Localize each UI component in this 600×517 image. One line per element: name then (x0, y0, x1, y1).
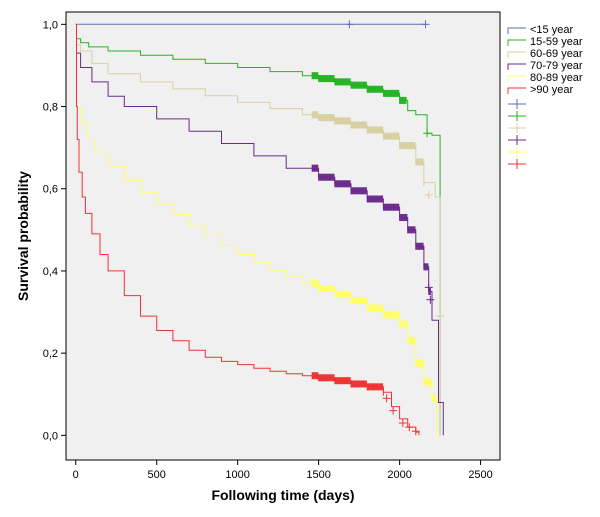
censor-mark (424, 190, 433, 199)
censor-mark (382, 394, 391, 403)
series-line-2 (75, 23, 441, 436)
axes: 0 500 1000 1500 2000 2500 0,0 0,2 0,4 0,6 0,8 1,0 (43, 19, 493, 481)
censor-mark (421, 20, 430, 29)
censor-mark (423, 129, 432, 138)
x-tick-label: 1500 (306, 469, 330, 481)
censor-mark (345, 20, 354, 29)
y-tick-label: 0,4 (43, 266, 58, 278)
censor-mark (398, 419, 407, 428)
x-tick-label: 2000 (387, 469, 411, 481)
x-tick-label: 2500 (468, 469, 492, 481)
legend-item-line: <15 year (507, 24, 573, 36)
plot-background (65, 11, 501, 461)
censor-mark (436, 312, 445, 321)
legend-item-line: 60-69 year (507, 48, 583, 60)
legend-item-censor (508, 159, 526, 169)
censor-marks (311, 20, 445, 436)
y-tick-label: 1,0 (43, 19, 58, 31)
legend-item-line: 15-59 year (507, 36, 583, 48)
legend-label: 15-59 year (530, 36, 583, 48)
y-tick-label: 0,0 (43, 430, 58, 442)
y-tick-label: 0,8 (43, 102, 58, 114)
legend-label: 60-69 year (530, 48, 583, 60)
legend-item-censor (508, 99, 526, 109)
legend-label: <15 year (530, 24, 573, 36)
y-axis-title: Survival probability (15, 171, 31, 301)
legend-label: >90 year (530, 84, 573, 96)
legend-item-censor (508, 123, 526, 133)
legend-item-line: >90 year (507, 84, 573, 96)
legend-item-line: 80-89 year (507, 72, 583, 84)
legend-label: 70-79 year (530, 60, 583, 72)
legend-item-line: 70-79 year (507, 60, 583, 72)
censor-mark (426, 295, 435, 304)
legend-item-censor (508, 111, 526, 121)
legend-item-censor (508, 135, 526, 145)
censor-mark (411, 427, 420, 436)
x-tick-label: 1000 (225, 469, 249, 481)
x-tick-label: 0 (73, 469, 79, 481)
legend-item-censor (508, 147, 526, 157)
censor-mark (424, 283, 433, 292)
y-tick-label: 0,2 (43, 348, 58, 360)
legend-label: 80-89 year (530, 72, 583, 84)
x-axis-title: Following time (days) (211, 487, 354, 503)
x-tick-label: 500 (148, 469, 166, 481)
censor-mark (405, 423, 414, 432)
y-tick-label: 0,6 (43, 184, 58, 196)
censor-mark (389, 406, 398, 415)
